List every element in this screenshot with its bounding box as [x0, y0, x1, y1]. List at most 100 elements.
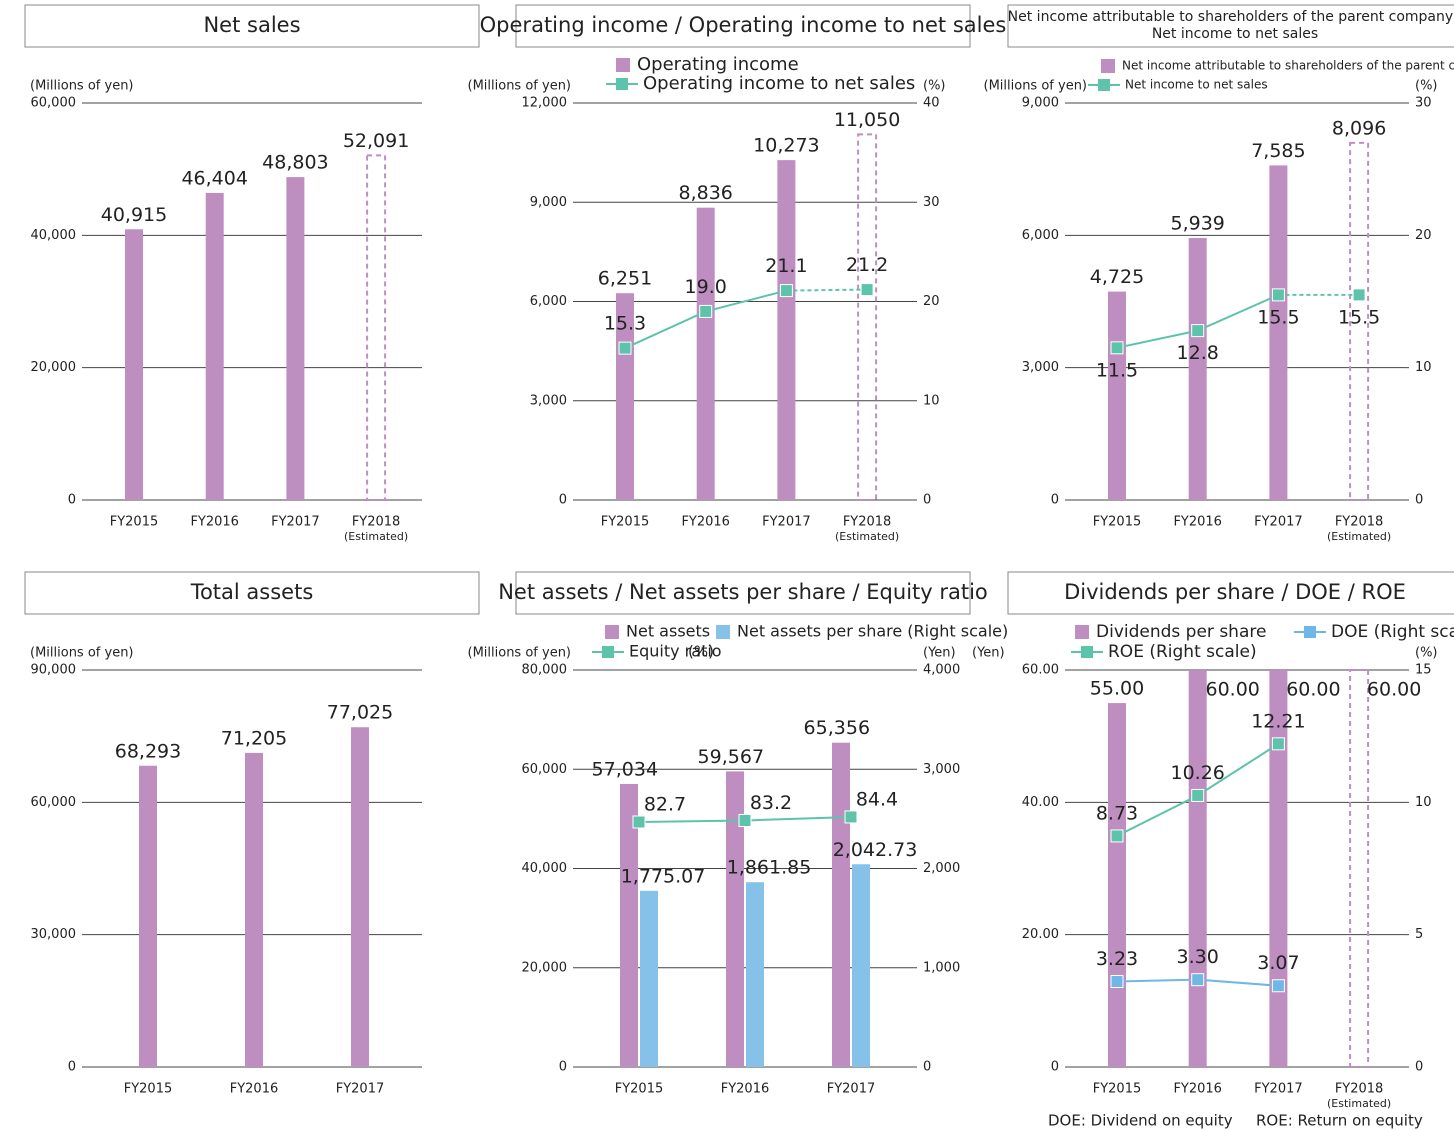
- y-tick-label: 40,000: [31, 228, 77, 243]
- legend-swatch: [1098, 79, 1110, 91]
- line-value-label: 21.1: [765, 255, 807, 277]
- y-tick-label: 9,000: [1022, 96, 1059, 111]
- line-value-label: 15.5: [1338, 306, 1380, 328]
- line-dashed-segment: [786, 288, 868, 292]
- x-tick-label: FY2018: [843, 515, 892, 530]
- y-tick-label: 3,000: [1022, 360, 1059, 375]
- y-tick-label: 0: [559, 1060, 567, 1075]
- y2-tick-label: 20: [923, 294, 940, 309]
- title-box: [515, 571, 971, 615]
- bar: [139, 765, 157, 1067]
- legend-swatch: [1075, 625, 1089, 639]
- y-tick-label: 6,000: [1022, 228, 1059, 243]
- y-axis-label: (Millions of yen): [468, 646, 572, 661]
- line-marker: [618, 341, 632, 355]
- line-marker: [860, 283, 874, 297]
- legend-swatch: [616, 78, 628, 90]
- line-marker: [779, 284, 793, 298]
- y2-tick-label: 30: [923, 195, 940, 210]
- bar: [1349, 669, 1370, 1068]
- legend-label: Net income to net sales: [1125, 78, 1268, 92]
- line-marker: [1110, 829, 1124, 843]
- legend-label: ROE (Right scale): [1108, 642, 1257, 662]
- y-tick-label: 60,000: [522, 762, 568, 777]
- y2-axis-label: (%): [923, 79, 946, 94]
- y-axis-label: (Millions of yen): [468, 79, 572, 94]
- title-box: [24, 571, 480, 615]
- line-marker: [1191, 324, 1205, 338]
- x-tick-label: FY2015: [124, 1082, 173, 1097]
- line-value-label: 15.5: [1257, 306, 1299, 328]
- line-marker: [738, 814, 752, 828]
- x-tick-label: FY2016: [1173, 515, 1222, 530]
- x-tick-label: FY2016: [1173, 1082, 1222, 1097]
- bar-value-label: 60.00: [1367, 679, 1421, 701]
- line-marker: [1191, 973, 1205, 987]
- bar-value-label: 65,356: [804, 717, 870, 739]
- bar: [1269, 165, 1288, 500]
- bar: [852, 864, 870, 1067]
- y-tick-label: 90,000: [31, 663, 77, 678]
- x-tick-label: FY2017: [1254, 515, 1303, 530]
- legend-swatch: [1081, 646, 1093, 658]
- x-tick-label: FY2018: [352, 515, 401, 530]
- y2-tick-label: 0: [923, 493, 931, 508]
- bar-value-label: 71,205: [221, 727, 287, 749]
- legend-swatch: [605, 625, 619, 639]
- y2-tick-label: 4,000: [923, 663, 960, 678]
- y2-tick-label: 10: [1415, 360, 1432, 375]
- x-tick-label: FY2016: [190, 515, 239, 530]
- line-value-label: 12.8: [1177, 342, 1219, 364]
- y-tick-label: 30,000: [31, 927, 77, 942]
- legend-label: Dividends per share: [1096, 622, 1266, 642]
- bar: [640, 890, 658, 1067]
- bar: [1269, 670, 1288, 1067]
- bar-value-label: 6,251: [598, 268, 652, 290]
- line-value-label: 84.4: [856, 788, 898, 810]
- footnote: DOE: Dividend on equity: [1048, 1112, 1233, 1130]
- y3-axis-label: (%): [688, 643, 714, 661]
- bar: [857, 133, 878, 501]
- y2-tick-label: 3,000: [923, 762, 960, 777]
- y2-tick-label: 0: [1415, 493, 1423, 508]
- y2-tick-label: 10: [923, 393, 940, 408]
- y-tick-label: 20,000: [522, 960, 568, 975]
- line-marker: [1352, 288, 1366, 302]
- y-tick-label: 0: [1051, 1060, 1059, 1075]
- line-value-label: 15.3: [604, 313, 646, 335]
- x-tick-label: FY2017: [1254, 1082, 1303, 1097]
- line-marker: [1271, 737, 1285, 751]
- bar-value-label: 77,025: [327, 702, 393, 724]
- y-axis-label: (Millions of yen): [30, 646, 134, 661]
- x-tick-note: (Estimated): [1327, 530, 1391, 543]
- bar: [351, 727, 369, 1067]
- y2-axis-label: (%): [1415, 646, 1438, 661]
- bar-value-label: 2,042.73: [833, 839, 918, 861]
- bar: [286, 177, 305, 500]
- y2-tick-label: 10: [1415, 795, 1432, 810]
- line-value-label: 82.7: [644, 793, 686, 815]
- legend-swatch: [1101, 59, 1115, 73]
- chart-title: Total assets: [190, 580, 314, 604]
- y2-axis-label: (%): [1415, 79, 1438, 94]
- chart-title: Net income to net sales: [1152, 26, 1318, 42]
- bar-value-label: 1,775.07: [621, 865, 706, 887]
- line-value-label: 3.07: [1257, 952, 1299, 974]
- bar: [777, 160, 796, 500]
- line-marker: [844, 810, 858, 824]
- line-marker: [1110, 341, 1124, 355]
- legend-label: DOE (Right scale): [1331, 622, 1454, 642]
- y-tick-label: 60,000: [31, 795, 77, 810]
- legend-swatch: [716, 625, 730, 639]
- y-tick-label: 60,000: [31, 96, 77, 111]
- y2-tick-label: 30: [1415, 96, 1432, 111]
- x-tick-note: (Estimated): [1327, 1097, 1391, 1110]
- line-marker: [1271, 979, 1285, 993]
- bar: [1188, 238, 1207, 500]
- bar: [1349, 141, 1370, 502]
- bar: [1188, 670, 1207, 1067]
- bar-value-label: 68,293: [115, 740, 181, 762]
- legend-swatch: [602, 646, 614, 658]
- legend-label: Net assets: [626, 622, 710, 641]
- bar: [726, 771, 744, 1067]
